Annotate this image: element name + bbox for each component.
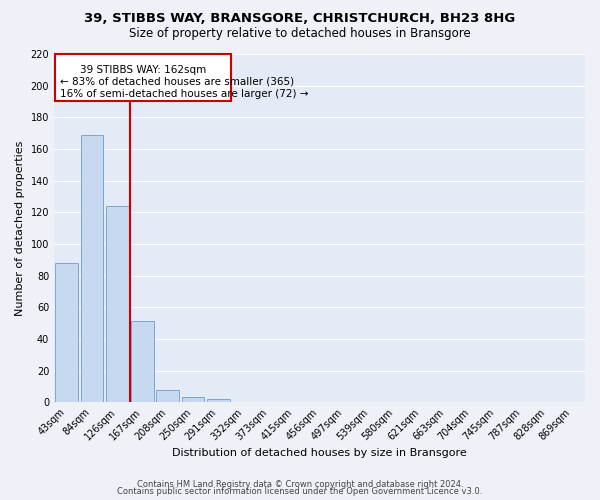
Text: 39 STIBBS WAY: 162sqm: 39 STIBBS WAY: 162sqm bbox=[80, 65, 206, 75]
X-axis label: Distribution of detached houses by size in Bransgore: Distribution of detached houses by size … bbox=[172, 448, 467, 458]
Text: 16% of semi-detached houses are larger (72) →: 16% of semi-detached houses are larger (… bbox=[59, 89, 308, 99]
Text: ← 83% of detached houses are smaller (365): ← 83% of detached houses are smaller (36… bbox=[59, 76, 294, 86]
Bar bbox=[157, 390, 179, 402]
Text: 39, STIBBS WAY, BRANSGORE, CHRISTCHURCH, BH23 8HG: 39, STIBBS WAY, BRANSGORE, CHRISTCHURCH,… bbox=[85, 12, 515, 26]
Bar bbox=[207, 399, 230, 402]
Bar bbox=[106, 206, 128, 402]
Bar bbox=[182, 398, 205, 402]
Text: Size of property relative to detached houses in Bransgore: Size of property relative to detached ho… bbox=[129, 28, 471, 40]
Y-axis label: Number of detached properties: Number of detached properties bbox=[15, 140, 25, 316]
Bar bbox=[55, 54, 231, 102]
Bar bbox=[80, 134, 103, 402]
Text: Contains HM Land Registry data © Crown copyright and database right 2024.: Contains HM Land Registry data © Crown c… bbox=[137, 480, 463, 489]
Text: Contains public sector information licensed under the Open Government Licence v3: Contains public sector information licen… bbox=[118, 487, 482, 496]
Bar bbox=[55, 263, 78, 402]
Bar bbox=[131, 322, 154, 402]
